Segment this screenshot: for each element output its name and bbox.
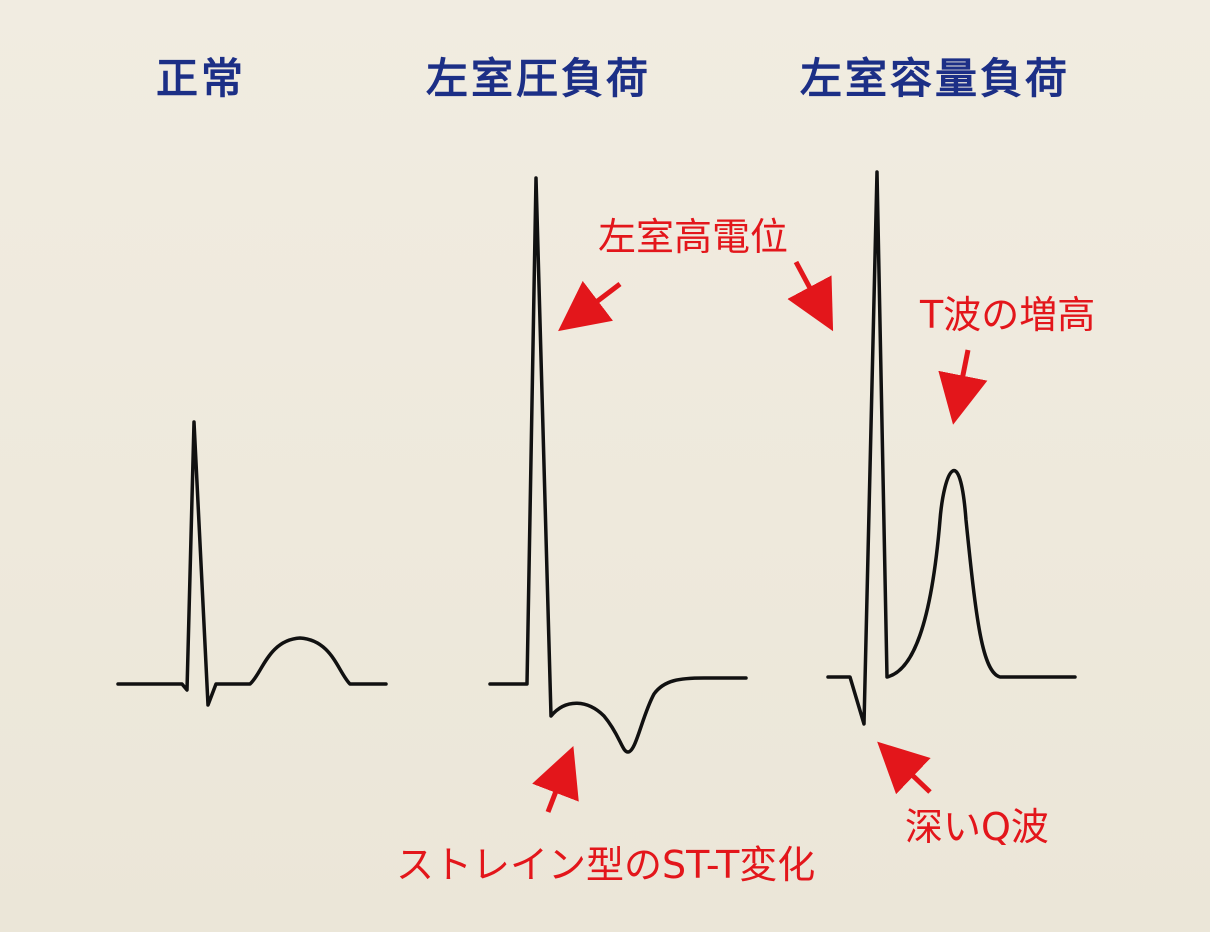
label-strain-st-t: ストレイン型のST-T変化 bbox=[396, 843, 816, 887]
ecg-trace-lv-pressure-overload bbox=[488, 176, 748, 754]
arrow-strain-st-t bbox=[532, 745, 579, 813]
ecg-trace-normal bbox=[116, 420, 388, 707]
arrow-deep-q-wave bbox=[877, 741, 932, 795]
heading-normal: 正常 bbox=[156, 54, 247, 103]
arrow-lv-high-voltage-left bbox=[558, 280, 622, 332]
label-lv-high-voltage: 左室高電位 bbox=[598, 215, 789, 259]
heading-lv-pressure-overload: 左室圧負荷 bbox=[426, 54, 652, 103]
label-deep-q-wave: 深いQ波 bbox=[905, 805, 1049, 849]
arrow-t-wave-tall bbox=[938, 349, 988, 425]
heading-lv-volume-overload: 左室容量負荷 bbox=[800, 54, 1071, 103]
ecg-trace-lv-volume-overload bbox=[826, 170, 1077, 726]
arrow-lv-high-voltage-right bbox=[787, 260, 834, 332]
label-t-wave-tall: T波の増高 bbox=[920, 293, 1096, 337]
